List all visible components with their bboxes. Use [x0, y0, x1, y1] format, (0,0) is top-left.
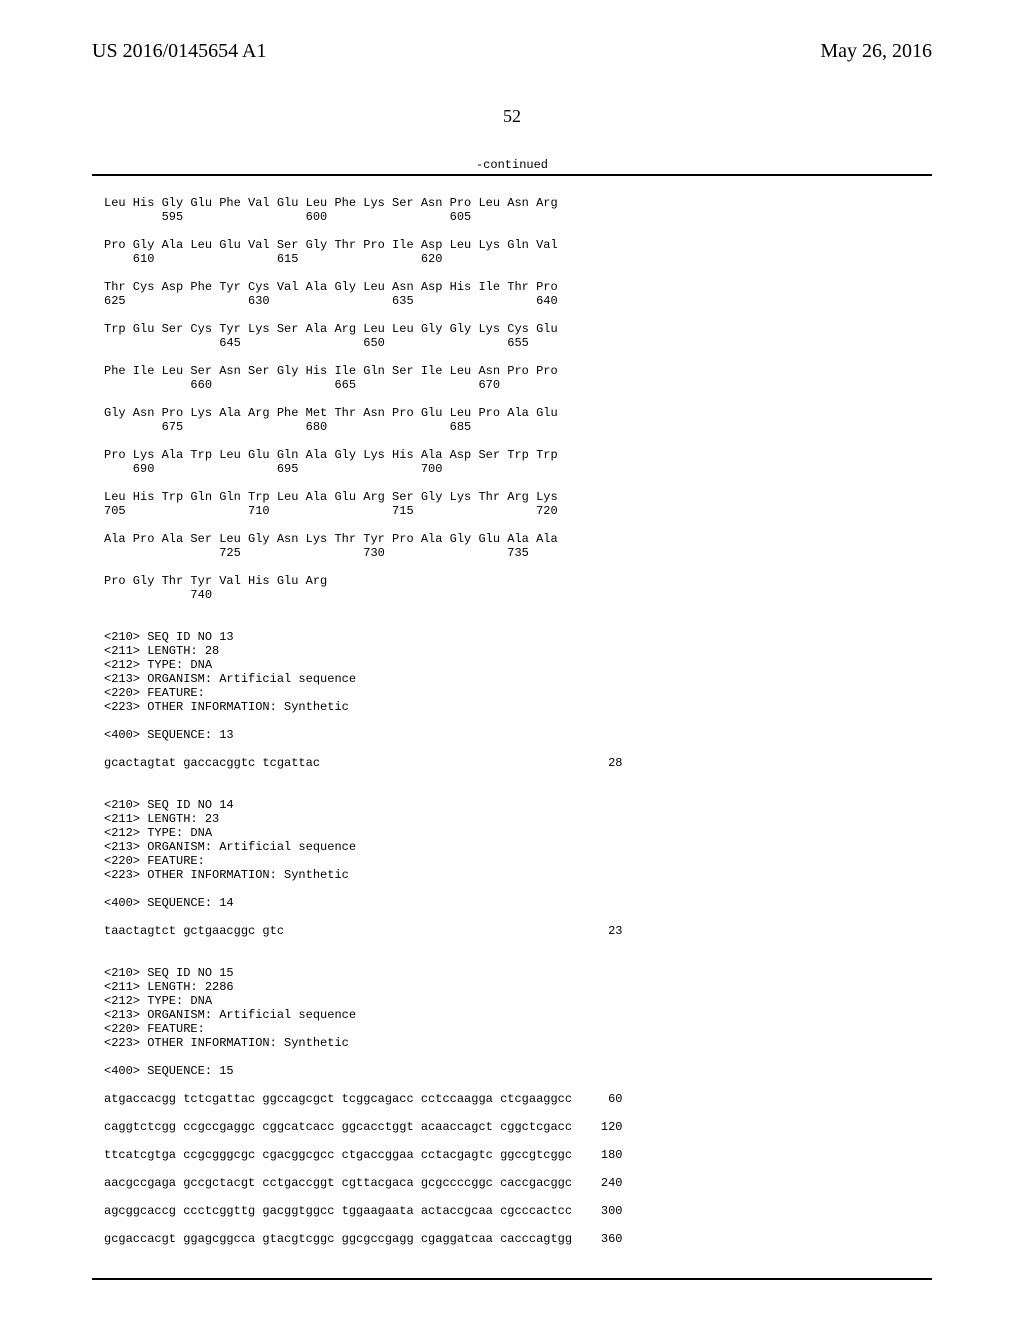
- header-publication-number: US 2016/0145654 A1: [92, 40, 266, 63]
- sequence-listing: Leu His Gly Glu Phe Val Glu Leu Phe Lys …: [104, 196, 904, 1260]
- page-number: 52: [0, 106, 1024, 127]
- rule-bottom: [92, 1278, 932, 1280]
- continued-label: -continued: [0, 158, 1024, 172]
- rule-top: [92, 174, 932, 176]
- header-date: May 26, 2016: [820, 40, 932, 63]
